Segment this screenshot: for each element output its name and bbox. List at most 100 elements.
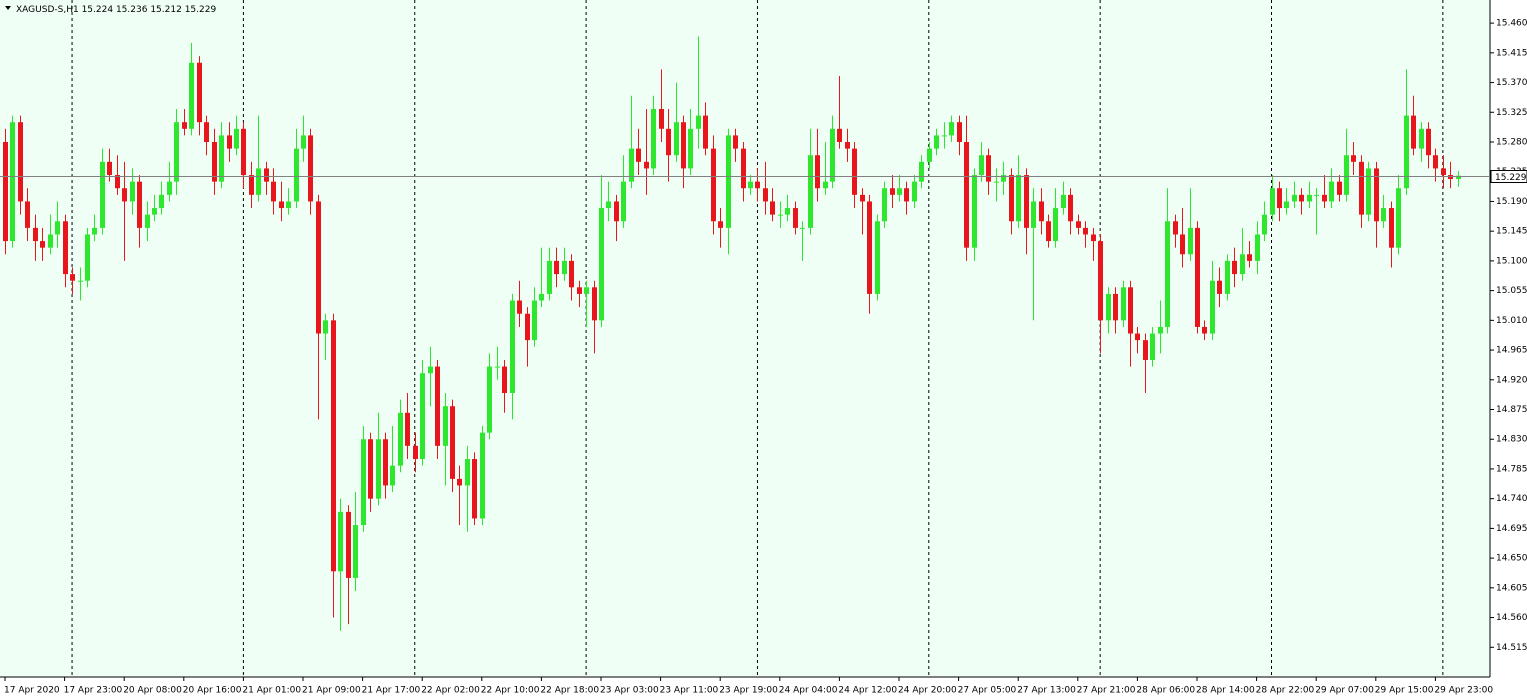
candle-body <box>621 181 626 222</box>
y-tick-label: 14.830 <box>1496 435 1527 445</box>
candle-body <box>1329 181 1334 202</box>
candle-body <box>234 128 239 149</box>
x-tick-label: 24 Apr 12:00 <box>838 686 897 696</box>
x-tick-label: 21 Apr 17:00 <box>362 686 421 696</box>
candle-body <box>137 181 142 228</box>
candle-body <box>748 181 753 189</box>
candle-body <box>40 241 45 248</box>
candle-body <box>972 175 977 248</box>
candle-body <box>1262 214 1267 235</box>
x-tick-label: 29 Apr 23:00 <box>1434 686 1493 696</box>
candle-body <box>390 465 395 486</box>
candle-body <box>651 108 656 169</box>
candle-body <box>495 366 500 368</box>
candle-body <box>644 161 649 169</box>
candle-body <box>323 320 328 334</box>
candle-body <box>428 366 433 374</box>
candle-body <box>904 188 909 202</box>
candle-body <box>189 62 194 129</box>
header-text: XAGUSD-S,H1 15.224 15.236 15.212 15.229 <box>16 5 216 15</box>
x-tick-label: 17 Apr 23:00 <box>64 686 123 696</box>
candle-body <box>420 373 425 460</box>
candle-body <box>666 128 671 156</box>
candle-body <box>1195 227 1200 327</box>
candle-body <box>979 155 984 176</box>
candle-body <box>502 366 507 393</box>
candle-body <box>1001 175 1006 182</box>
candle-body <box>1292 194 1297 202</box>
candle-body <box>532 300 537 341</box>
candle-body <box>1307 194 1312 202</box>
candle-body <box>1113 293 1118 321</box>
candle-body <box>1173 221 1178 235</box>
candle-body <box>435 366 440 446</box>
candle-body <box>271 181 276 202</box>
candle-body <box>450 406 455 479</box>
candle-body <box>308 135 313 202</box>
candle-body <box>376 439 381 499</box>
candle-body <box>860 194 865 202</box>
candle-body <box>1314 194 1319 196</box>
candle-body <box>912 181 917 202</box>
y-tick-label: 14.560 <box>1496 613 1527 623</box>
candle-body <box>1158 326 1163 334</box>
candle-body <box>130 181 135 202</box>
y-tick-label: 15.280 <box>1496 138 1527 148</box>
candle-body <box>219 135 224 182</box>
y-tick-label: 15.415 <box>1496 48 1527 58</box>
candle-body <box>152 208 157 215</box>
candle-body <box>733 135 738 149</box>
candle-body <box>1381 208 1386 222</box>
x-tick-label: 22 Apr 02:00 <box>421 686 480 696</box>
candle-body <box>674 122 679 156</box>
candle-body <box>681 122 686 169</box>
candle-body <box>688 128 693 169</box>
candle-body <box>539 293 544 301</box>
candle-body <box>85 234 90 281</box>
candle-body <box>852 148 857 195</box>
candle-body <box>78 280 83 282</box>
candle-body <box>763 188 768 202</box>
candle-body <box>1039 201 1044 222</box>
candle-body <box>964 142 969 248</box>
x-tick-label: 21 Apr 01:00 <box>242 686 301 696</box>
candle-body <box>927 148 932 162</box>
y-tick-label: 14.650 <box>1496 554 1527 564</box>
candle-body <box>249 175 254 195</box>
candle-body <box>457 478 462 486</box>
candle-body <box>33 227 38 242</box>
header: XAGUSD-S,H1 15.224 15.236 15.212 15.229 <box>5 5 216 15</box>
candle-body <box>1396 188 1401 248</box>
candle-body <box>1135 333 1140 341</box>
candle-body <box>919 161 924 182</box>
y-tick-label: 15.370 <box>1496 78 1527 88</box>
candle-body <box>1143 340 1148 360</box>
candle-body <box>800 227 805 229</box>
candle-body <box>1284 201 1289 209</box>
candle-body <box>1411 115 1416 149</box>
candle-body <box>1426 128 1431 156</box>
candle-body <box>890 188 895 195</box>
candle-body <box>942 135 947 137</box>
candle-body <box>957 122 962 143</box>
candle-body <box>867 201 872 294</box>
candle-body <box>286 201 291 209</box>
candle-body <box>264 168 269 182</box>
y-tick-label: 14.965 <box>1496 346 1527 356</box>
candle-body <box>875 221 880 294</box>
candle-body <box>636 148 641 162</box>
candle-body <box>830 128 835 182</box>
y-tick-label: 14.515 <box>1496 643 1527 653</box>
candle-body <box>897 188 902 195</box>
candle-body <box>629 148 634 182</box>
candle-body <box>174 122 179 182</box>
x-tick-label: 23 Apr 03:00 <box>600 686 659 696</box>
plot-area <box>0 0 1490 677</box>
candle-body <box>1053 208 1058 242</box>
y-tick-label: 15.100 <box>1496 256 1527 266</box>
candle-body <box>70 274 75 281</box>
x-tick-label: 22 Apr 18:00 <box>540 686 599 696</box>
x-tick-label: 28 Apr 06:00 <box>1136 686 1195 696</box>
candle-body <box>1419 128 1424 149</box>
